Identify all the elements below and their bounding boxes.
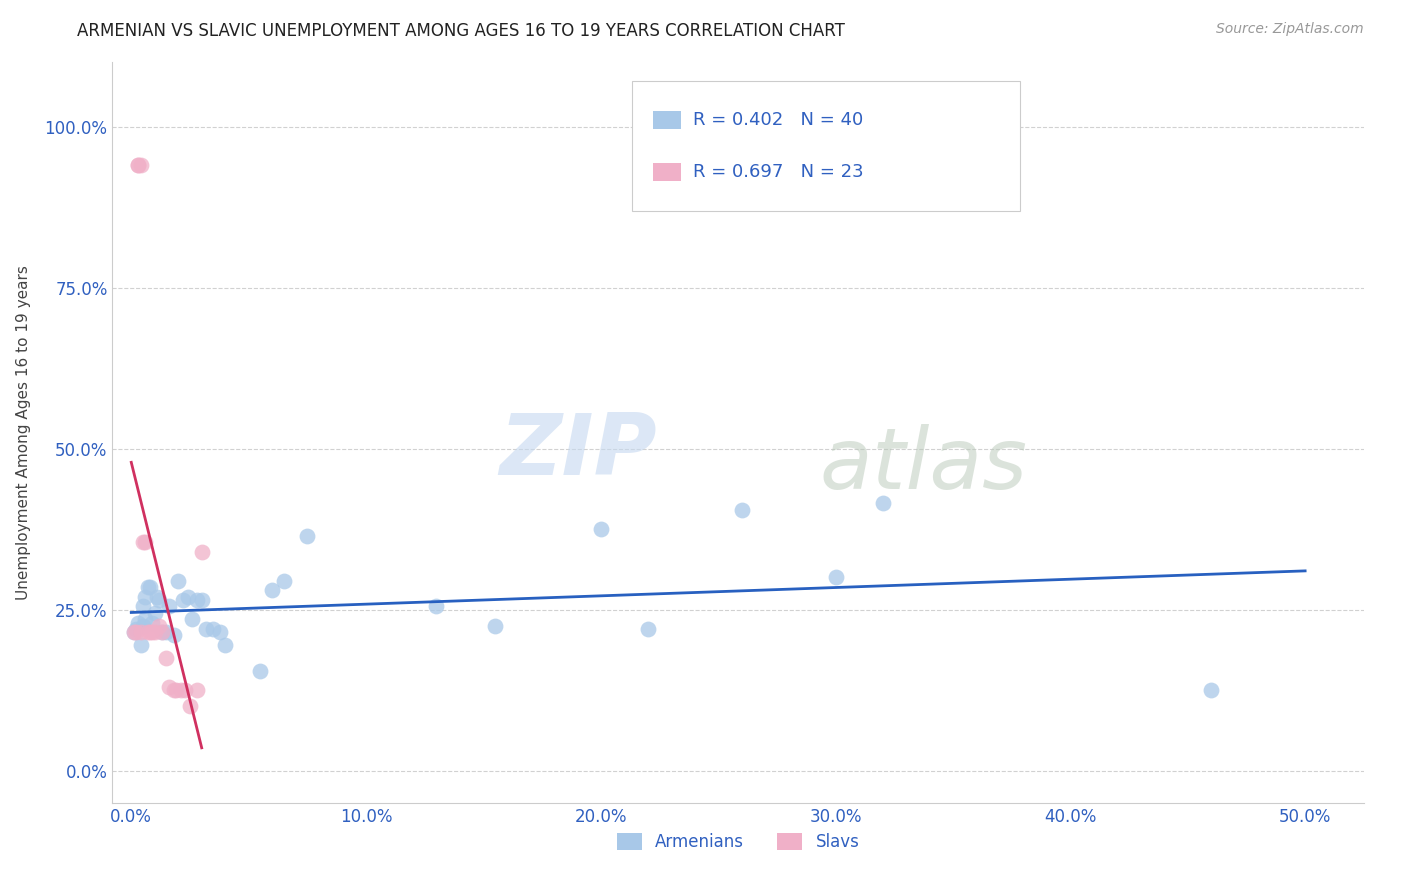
Point	[195, 622, 218, 636]
Point	[179, 699, 201, 714]
Point	[637, 622, 659, 636]
Point	[134, 590, 156, 604]
Text: ARMENIAN VS SLAVIC UNEMPLOYMENT AMONG AGES 16 TO 19 YEARS CORRELATION CHART: ARMENIAN VS SLAVIC UNEMPLOYMENT AMONG AG…	[77, 22, 845, 40]
Point	[129, 625, 152, 640]
Point	[249, 664, 271, 678]
Point	[129, 158, 152, 172]
Point	[150, 625, 173, 640]
Point	[141, 625, 163, 640]
Point	[136, 625, 159, 640]
Point	[174, 683, 197, 698]
Point	[172, 593, 194, 607]
Point	[146, 590, 169, 604]
Point	[139, 580, 162, 594]
Point	[181, 612, 204, 626]
FancyBboxPatch shape	[631, 81, 1019, 211]
Text: Source: ZipAtlas.com: Source: ZipAtlas.com	[1216, 22, 1364, 37]
Point	[155, 651, 177, 665]
Point	[136, 580, 159, 594]
Point	[122, 625, 145, 640]
Point	[1199, 683, 1222, 698]
Point	[169, 683, 191, 698]
Point	[190, 593, 212, 607]
Point	[148, 619, 170, 633]
Point	[162, 683, 184, 698]
Legend: Armenians, Slavs: Armenians, Slavs	[610, 826, 866, 857]
Point	[165, 683, 187, 698]
Point	[297, 528, 319, 542]
Point	[127, 158, 149, 172]
Point	[262, 583, 284, 598]
Point	[139, 625, 162, 640]
Point	[273, 574, 295, 588]
Point	[214, 638, 236, 652]
Point	[129, 638, 152, 652]
Point	[141, 615, 163, 630]
Point	[190, 545, 212, 559]
Point	[484, 619, 506, 633]
Point	[125, 625, 148, 640]
Point	[176, 590, 198, 604]
Text: R = 0.402   N = 40: R = 0.402 N = 40	[693, 112, 863, 129]
Point	[162, 628, 184, 642]
Point	[157, 599, 180, 614]
Bar	[652, 112, 681, 129]
Point	[132, 599, 155, 614]
Point	[157, 680, 180, 694]
Point	[186, 683, 208, 698]
Point	[872, 496, 894, 510]
Point	[731, 503, 754, 517]
Point	[122, 625, 145, 640]
Point	[202, 622, 225, 636]
Point	[143, 606, 166, 620]
Text: R = 0.697   N = 23: R = 0.697 N = 23	[693, 163, 863, 181]
Text: atlas: atlas	[820, 425, 1028, 508]
Y-axis label: Unemployment Among Ages 16 to 19 years: Unemployment Among Ages 16 to 19 years	[15, 265, 31, 600]
Point	[167, 574, 190, 588]
Text: ZIP: ZIP	[499, 409, 657, 492]
Point	[127, 615, 149, 630]
Bar	[652, 163, 681, 181]
Point	[155, 625, 177, 640]
Point	[148, 593, 170, 607]
Point	[186, 593, 208, 607]
Point	[209, 625, 232, 640]
Point	[150, 625, 173, 640]
Point	[127, 158, 149, 172]
Point	[589, 522, 612, 536]
Point	[132, 619, 155, 633]
Point	[134, 612, 156, 626]
Point	[132, 535, 155, 549]
Point	[425, 599, 447, 614]
Point	[143, 625, 166, 640]
Point	[125, 622, 148, 636]
Point	[824, 570, 846, 584]
Point	[134, 535, 156, 549]
